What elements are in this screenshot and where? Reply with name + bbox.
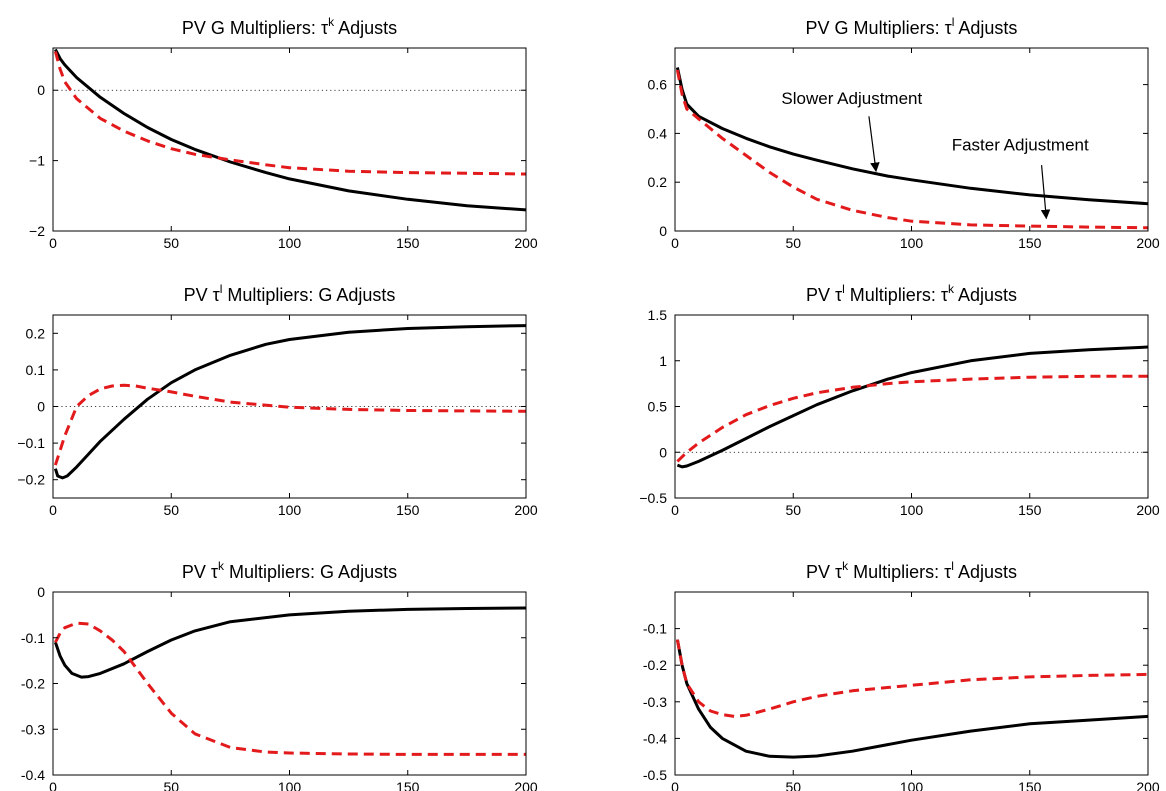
x-tick-label: 100 — [900, 779, 924, 791]
series-line-solid — [53, 606, 526, 679]
x-tick-label: 100 — [900, 502, 924, 518]
panel-title: PV G Multipliers: τk Adjusts — [182, 15, 397, 38]
x-tick-label: 200 — [1136, 502, 1160, 518]
series-line-solid — [54, 48, 526, 212]
annotation-label: Faster Adjustment — [952, 135, 1089, 154]
x-tick-label: 0 — [671, 779, 679, 791]
y-tick-label: -0.2 — [21, 676, 45, 692]
annotation-label: Slower Adjustment — [781, 89, 922, 108]
y-tick-label: 0 — [659, 444, 667, 460]
x-tick-label: 150 — [1018, 502, 1042, 518]
x-tick-label: 0 — [49, 235, 57, 251]
y-tick-label: -0.4 — [21, 767, 45, 783]
series-line-solid — [675, 67, 1148, 206]
x-tick-label: 150 — [1018, 779, 1042, 791]
x-tick-label: 100 — [278, 235, 302, 251]
x-tick-label: 50 — [163, 235, 179, 251]
y-tick-label: 0 — [37, 82, 45, 98]
y-tick-label: 0.2 — [26, 325, 46, 341]
y-tick-label: -0.3 — [643, 694, 667, 710]
axes-frame — [674, 314, 1149, 499]
series-line-dashed — [676, 374, 1148, 463]
chart-panel-4: PV τl Multipliers: τk Adjusts 0 50 100 150 20… — [639, 282, 1160, 518]
x-tick-label: 150 — [396, 502, 420, 518]
y-tick-label: 1 — [659, 353, 667, 369]
series-line-dashed — [53, 51, 526, 176]
axes-frame — [674, 591, 1149, 776]
y-tick-label: -0.5 — [643, 767, 667, 783]
y-tick-label: −0.2 — [17, 472, 45, 488]
chart-panel-1: PV G Multipliers: τk Adjusts 0 50 100 150 200… — [29, 15, 538, 251]
y-tick-label: −0.1 — [17, 435, 45, 451]
y-tick-label: -0.3 — [21, 721, 45, 737]
x-tick-label: 0 — [671, 502, 679, 518]
panel-title: PV τl Multipliers: τk Adjusts — [806, 282, 1017, 305]
chart-panel-3: PV τl Multipliers: G Adjusts 0 50 100 150 200… — [17, 282, 538, 518]
x-tick-label: 50 — [785, 502, 801, 518]
x-tick-label: 50 — [785, 235, 801, 251]
panel-title: PV G Multipliers: τl Adjusts — [806, 15, 1018, 38]
y-tick-label: 0 — [37, 399, 45, 415]
axes-frame — [52, 314, 527, 499]
y-tick-label: 0 — [659, 223, 667, 239]
y-tick-label: 1.5 — [648, 307, 668, 323]
chart-panel-2: PV G Multipliers: τl Adjusts 0 50 100 150 200… — [648, 15, 1160, 251]
annotation-arrow — [1040, 165, 1051, 220]
x-tick-label: 200 — [514, 235, 538, 251]
y-tick-label: -0.1 — [21, 630, 45, 646]
series-line-dashed — [54, 621, 526, 756]
y-tick-label: 0.6 — [648, 77, 668, 93]
x-tick-label: 50 — [785, 779, 801, 791]
panel-title: PV τl Multipliers: G Adjusts — [184, 282, 396, 305]
y-tick-label: -0.1 — [643, 621, 667, 637]
annotation-arrow — [868, 116, 880, 173]
y-tick-label: -0.4 — [643, 730, 667, 746]
series-line-dashed — [675, 639, 1148, 718]
x-tick-label: 50 — [163, 779, 179, 791]
panel-title: PV τk Multipliers: G Adjusts — [182, 559, 397, 582]
series-line-solid — [676, 345, 1148, 469]
x-tick-label: 0 — [49, 502, 57, 518]
x-tick-label: 200 — [514, 502, 538, 518]
x-tick-label: 0 — [49, 779, 57, 791]
x-tick-label: 200 — [514, 779, 538, 791]
x-tick-label: 100 — [900, 235, 924, 251]
y-tick-label: 0.4 — [648, 125, 668, 141]
x-tick-label: 200 — [1136, 779, 1160, 791]
x-tick-label: 150 — [396, 235, 420, 251]
x-tick-label: 50 — [163, 502, 179, 518]
series-line-solid — [675, 639, 1148, 759]
axes-frame — [52, 591, 527, 776]
y-tick-label: 0.2 — [648, 174, 668, 190]
y-tick-label: -0.2 — [643, 657, 667, 673]
chart-panel-6: PV τk Multipliers: τl Adjusts 0 50 100 150 20… — [643, 559, 1160, 791]
x-tick-label: 100 — [278, 779, 302, 791]
x-tick-label: 0 — [671, 235, 679, 251]
chart-panel-5: PV τk Multipliers: G Adjusts 0 50 100 150 200… — [21, 559, 538, 791]
x-tick-label: 150 — [1018, 235, 1042, 251]
x-tick-label: 200 — [1136, 235, 1160, 251]
y-tick-label: 0.5 — [648, 399, 668, 415]
panel-title: PV τk Multipliers: τl Adjusts — [806, 559, 1017, 582]
y-tick-label: −1 — [29, 153, 45, 169]
y-tick-label: −0.5 — [639, 490, 667, 506]
y-tick-label: −2 — [29, 223, 45, 239]
x-tick-label: 150 — [396, 779, 420, 791]
x-tick-label: 100 — [278, 502, 302, 518]
series-line-dashed — [675, 69, 1148, 230]
y-tick-label: 0.1 — [26, 362, 46, 378]
series-line-dashed — [53, 383, 526, 466]
y-tick-label: 0 — [37, 584, 45, 600]
series-line-solid — [53, 324, 526, 480]
